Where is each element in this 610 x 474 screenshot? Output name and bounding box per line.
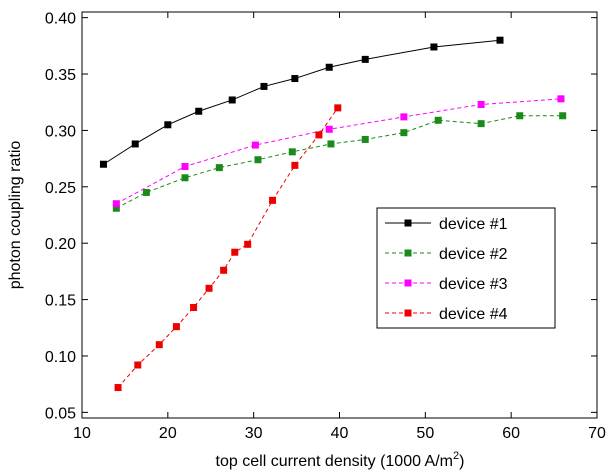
y-tick-label: 0.35 [45, 67, 76, 84]
data-point [269, 196, 277, 204]
series-line [116, 115, 563, 209]
data-point [164, 121, 172, 129]
legend-label: device #3 [439, 276, 508, 293]
data-point [112, 204, 120, 212]
data-point [334, 104, 342, 112]
data-point [477, 120, 485, 128]
data-point [291, 75, 299, 83]
data-point [172, 323, 180, 331]
plot-frame [81, 11, 598, 419]
data-point [112, 200, 120, 208]
data-point [251, 141, 259, 149]
data-point [496, 36, 504, 44]
y-tick-label: 0.15 [45, 293, 76, 310]
series-line [117, 107, 339, 388]
data-point [215, 164, 223, 172]
legend-marker [404, 249, 412, 257]
legend-marker [404, 309, 412, 317]
data-point [99, 160, 107, 168]
data-point [327, 140, 335, 148]
data-point [190, 303, 198, 311]
x-axis-label-sup: 2 [453, 450, 459, 462]
y-tick-label: 0.40 [45, 11, 76, 28]
legend-marker [404, 219, 412, 227]
data-point [260, 82, 268, 90]
data-point [516, 112, 524, 120]
x-axis-label: top cell current density (1000 A/m2) [216, 450, 465, 470]
x-tick-label: 10 [73, 425, 91, 442]
data-point [477, 100, 485, 108]
x-axis-label-end: ) [459, 453, 464, 470]
data-point [430, 43, 438, 51]
data-point [181, 174, 189, 182]
y-tick-label: 0.20 [45, 236, 76, 253]
x-tick-label: 20 [159, 425, 177, 442]
data-point [244, 240, 252, 248]
data-point [228, 96, 236, 104]
legend-marker [404, 279, 412, 287]
legend-label: device #4 [439, 306, 508, 323]
series-line [116, 98, 561, 205]
series-line [103, 39, 501, 165]
data-point [400, 113, 408, 121]
data-point [231, 248, 239, 256]
y-axis-label: photon coupling ratio [7, 141, 24, 290]
x-tick-label: 30 [245, 425, 263, 442]
data-point [559, 112, 567, 120]
data-point [361, 135, 369, 143]
x-axis-label-main: top cell current density (1000 A/m [216, 453, 453, 470]
y-tick-label: 0.25 [45, 180, 76, 197]
data-point [134, 361, 142, 369]
data-point [142, 188, 150, 196]
y-tick-label: 0.10 [45, 349, 76, 366]
data-point [181, 163, 189, 171]
data-point [155, 341, 163, 349]
legend-label: device #1 [439, 216, 508, 233]
legend-label: device #2 [439, 246, 508, 263]
x-tick-label: 70 [588, 425, 606, 442]
data-point [325, 125, 333, 133]
data-point [361, 55, 369, 63]
x-tick-label: 50 [416, 425, 434, 442]
y-tick-label: 0.30 [45, 123, 76, 140]
data-point [291, 161, 299, 169]
data-point [557, 95, 565, 103]
legend-box [376, 207, 556, 329]
x-tick-label: 40 [331, 425, 349, 442]
x-tick-label: 60 [502, 425, 520, 442]
data-point [114, 384, 122, 392]
data-point [288, 148, 296, 156]
y-tick-label: 0.05 [45, 405, 76, 422]
data-point [220, 266, 228, 274]
data-point [434, 116, 442, 124]
data-point [400, 129, 408, 137]
data-point [131, 140, 139, 148]
data-point [325, 63, 333, 71]
data-point [205, 284, 213, 292]
data-point [254, 156, 262, 164]
data-point [315, 131, 323, 139]
data-point [195, 107, 203, 115]
